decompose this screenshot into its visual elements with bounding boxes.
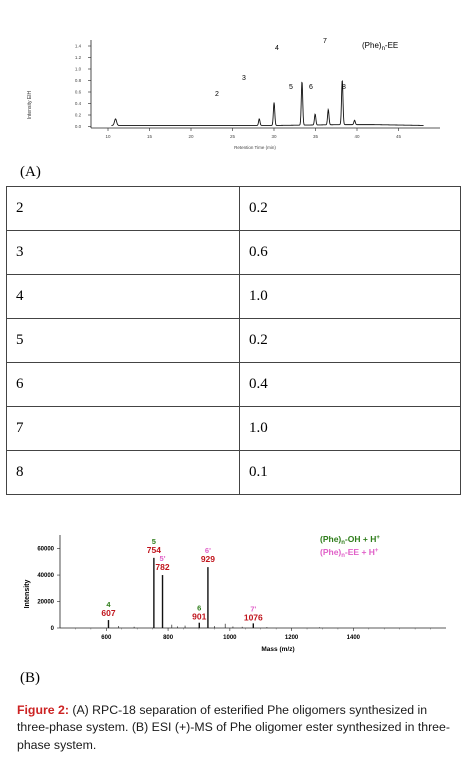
chromatogram-x-tick-label: 25 <box>230 134 236 139</box>
ms-x-tick-label: 1400 <box>347 635 361 641</box>
ms-peak-mz: 782 <box>155 562 169 572</box>
ms-legend-oh: (Phe)n-OH + H+ <box>320 534 380 546</box>
peak-number-cell: 2 <box>6 186 240 231</box>
ms-peak-label: 7' <box>250 604 256 613</box>
chromatogram-xlabel: Retention Time (min) <box>234 145 276 150</box>
peak-value-cell: 0.6 <box>239 230 461 275</box>
ms-x-tick-label: 600 <box>101 635 112 641</box>
ms-y-tick-label: 0 <box>51 626 55 632</box>
peak-number-cell: 4 <box>6 274 240 319</box>
ms-x-tick-label: 1200 <box>285 635 299 641</box>
ms-peak-label: 4 <box>106 600 111 609</box>
chromatogram-y-tick-label: 1.2 <box>75 55 82 60</box>
ms-peak-mz: 754 <box>147 545 161 555</box>
caption-figure-number: Figure 2: <box>17 703 69 717</box>
ms-peak-label: 5 <box>152 537 156 546</box>
chromatogram-trace <box>111 80 424 126</box>
chromatogram-y-tick-label: 0.0 <box>75 124 82 129</box>
chromatogram-chart: 1.41.21.00.80.60.40.20.010 15 20 25 30 35 40 45… <box>27 38 440 150</box>
peak-value-cell: 0.2 <box>239 186 461 231</box>
chromatogram-legend: (Phe)n-EE <box>362 41 398 52</box>
ms-x-tick-label: 800 <box>163 635 174 641</box>
figure-caption: Figure 2: (A) RPC-18 separation of ester… <box>17 702 455 754</box>
table-row: 7 1.0 <box>6 406 461 451</box>
ms-peak-mz: 607 <box>101 608 115 618</box>
table-row: 8 0.1 <box>6 450 461 495</box>
chromatogram-x-tick-label: 40 <box>354 134 360 139</box>
ms-peak-mz: 929 <box>201 554 215 564</box>
ms-peak-label: 6' <box>205 546 211 555</box>
table-row: 6 0.4 <box>6 362 461 407</box>
chromatogram-y-tick-label: 0.6 <box>75 90 82 95</box>
ms-peak-mz: 901 <box>192 612 206 622</box>
peak-number-cell: 8 <box>6 450 240 495</box>
ms-peak-mz: 1076 <box>244 612 263 622</box>
peak-label: 5 <box>289 84 293 91</box>
panel-a-label: (A) <box>20 164 41 180</box>
chromatogram-y-tick-label: 0.4 <box>75 101 82 106</box>
caption-text: (A) RPC-18 separation of esterified Phe … <box>17 703 450 752</box>
chromatogram-y-tick-label: 0.2 <box>75 113 82 118</box>
chromatogram-x-tick-label: 35 <box>313 134 319 139</box>
peak-label: 2 <box>215 91 219 98</box>
ms-peak-label: 6 <box>197 604 201 613</box>
peak-value-cell: 0.1 <box>239 450 461 495</box>
panel-b-label: (B) <box>20 670 40 686</box>
peak-value-cell: 1.0 <box>239 406 461 451</box>
chromatogram-x-tick-label: 10 <box>105 134 111 139</box>
peak-value-cell: 1.0 <box>239 274 461 319</box>
peak-label: 8 <box>342 84 346 91</box>
chromatogram-x-tick-label: 45 <box>396 134 402 139</box>
table-row: 5 0.2 <box>6 318 461 363</box>
peak-value-cell: 0.2 <box>239 318 461 363</box>
peak-label: 4 <box>275 45 279 52</box>
peak-number-cell: 5 <box>6 318 240 363</box>
ms-x-tick-label: 1000 <box>223 635 237 641</box>
peak-number-cell: 7 <box>6 406 240 451</box>
peak-number-cell: 6 <box>6 362 240 407</box>
ms-xlabel: Mass (m/z) <box>261 646 294 653</box>
peak-value-cell: 0.4 <box>239 362 461 407</box>
chromatogram-x-tick-label: 15 <box>147 134 153 139</box>
ms-legend-ee: (Phe)n-EE + H+ <box>320 547 379 559</box>
chromatogram-x-tick-label: 20 <box>188 134 194 139</box>
chromatogram-y-tick-label: 1.0 <box>75 67 82 72</box>
chromatogram-x-tick-label: 30 <box>271 134 277 139</box>
peak-label: 7 <box>323 38 327 45</box>
ms-y-tick-label: 20000 <box>37 600 54 606</box>
chromatogram-y-tick-label: 1.4 <box>75 44 82 49</box>
peak-values-table: 2 0.2 3 0.6 4 1.0 5 0.2 6 0.4 7 1.0 8 0.1 <box>6 186 461 495</box>
table-row: 2 0.2 <box>6 186 461 231</box>
ms-y-tick-label: 60000 <box>37 547 54 553</box>
peak-label: 3 <box>242 75 246 82</box>
peak-label: 6 <box>309 84 313 91</box>
ms-ylabel: Intensity <box>24 580 31 609</box>
ms-peak-label: 5' <box>160 554 166 563</box>
chromatogram-ylabel: Intensity EIH <box>27 90 33 119</box>
table-row: 4 1.0 <box>6 274 461 319</box>
ms-y-tick-label: 40000 <box>37 573 54 579</box>
chromatogram-y-tick-label: 0.8 <box>75 78 82 83</box>
table-row: 3 0.6 <box>6 230 461 275</box>
peak-number-cell: 3 <box>6 230 240 275</box>
